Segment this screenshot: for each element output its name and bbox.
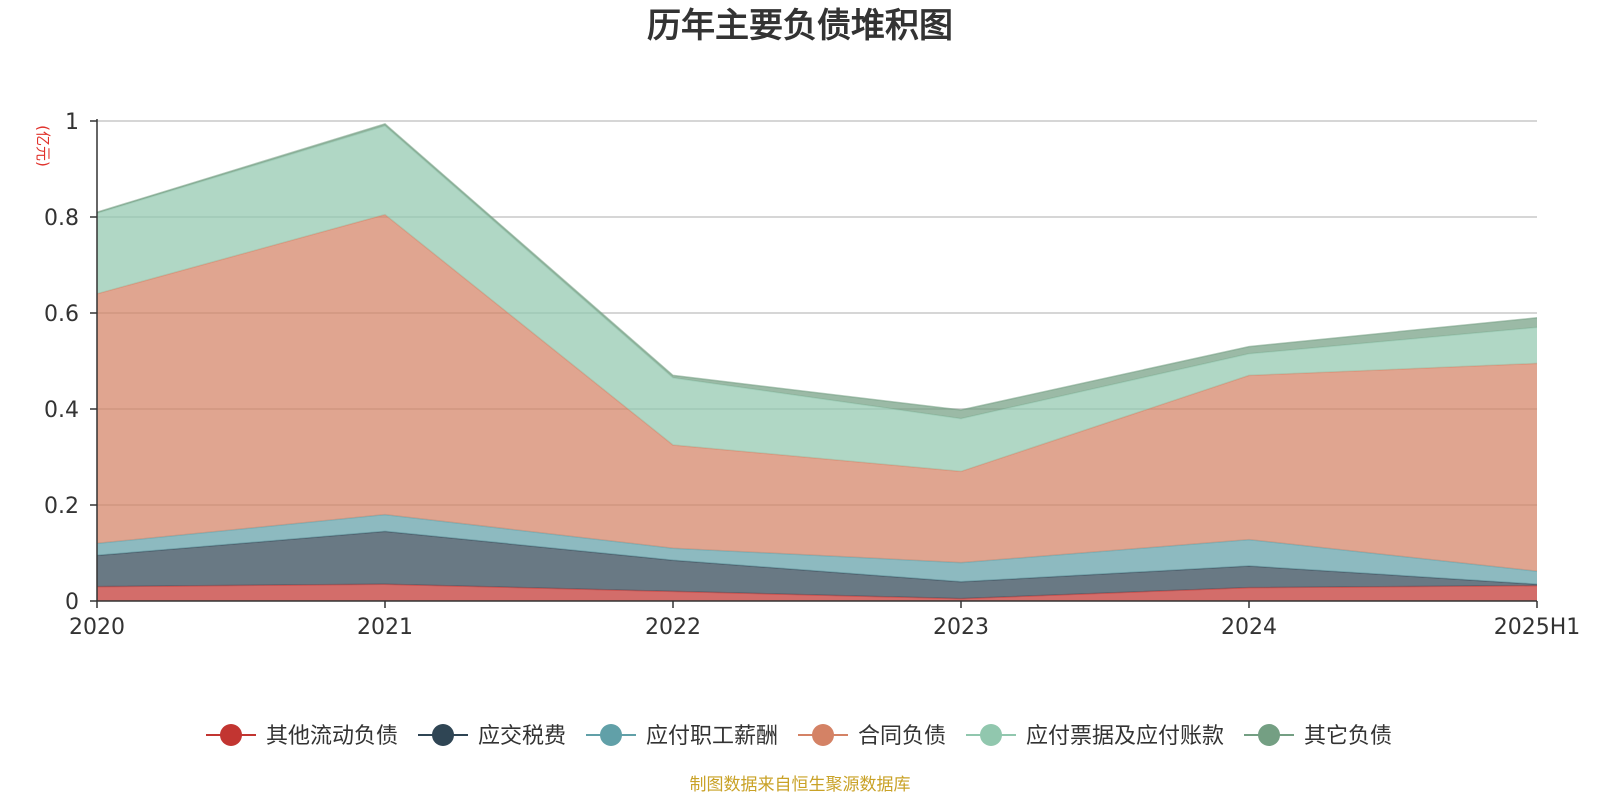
legend-label: 其他流动负债 <box>266 724 398 749</box>
legend-label: 其它负债 <box>1304 724 1392 749</box>
x-tick-label: 2021 <box>357 615 413 640</box>
y-tick-label: 0 <box>65 590 79 615</box>
x-tick-label: 2022 <box>645 615 701 640</box>
legend-marker <box>220 724 242 746</box>
legend[interactable]: 其他流动负债 应交税费 应付职工薪酬 合同负债 应付票据及应付账款 其它负债 <box>206 724 1392 749</box>
legend-label: 合同负债 <box>858 724 946 749</box>
legend-item-5[interactable]: 应付票据及应付账款 <box>966 724 1224 749</box>
legend-item-1[interactable]: 其他流动负债 <box>206 724 398 749</box>
legend-item-3[interactable]: 应付职工薪酬 <box>586 724 778 749</box>
chart-title: 历年主要负债堆积图 <box>647 6 953 46</box>
line-series-6 <box>96 123 1538 411</box>
legend-item-2[interactable]: 应交税费 <box>418 724 566 749</box>
legend-marker <box>432 724 454 746</box>
area-series-3 <box>97 514 1537 585</box>
source-note: 制图数据来自恒生聚源数据库 <box>690 775 911 795</box>
legend-marker <box>1258 724 1280 746</box>
y-axis-unit: (亿元) <box>34 125 52 167</box>
x-tick-label: 2025H1 <box>1494 615 1581 640</box>
x-tick-label: 2023 <box>933 615 989 640</box>
legend-label: 应付票据及应付账款 <box>1026 724 1224 749</box>
y-tick-label: 1 <box>65 110 79 135</box>
axes: 0 0.2 0.4 0.6 0.8 1 2020 2021 2022 2023 2024 2025H1 <box>44 110 1580 640</box>
area-series-4 <box>97 214 1537 572</box>
y-tick-label: 0.8 <box>44 206 79 231</box>
legend-marker <box>812 724 834 746</box>
y-tick-label: 0.4 <box>44 398 79 423</box>
x-tick-label: 2020 <box>69 615 125 640</box>
y-tick-label: 0.6 <box>44 302 79 327</box>
stacked-areas <box>96 123 1538 601</box>
area-series-2 <box>97 531 1537 599</box>
y-tick-label: 0.2 <box>44 494 79 519</box>
area-series-1 <box>97 584 1537 601</box>
legend-label: 应交税费 <box>478 724 566 749</box>
legend-item-6[interactable]: 其它负债 <box>1244 724 1392 749</box>
legend-label: 应付职工薪酬 <box>646 724 778 749</box>
legend-marker <box>980 724 1002 746</box>
x-tick-label: 2024 <box>1221 615 1277 640</box>
legend-item-4[interactable]: 合同负债 <box>798 724 946 749</box>
area-series-5 <box>97 125 1537 472</box>
legend-marker <box>600 724 622 746</box>
